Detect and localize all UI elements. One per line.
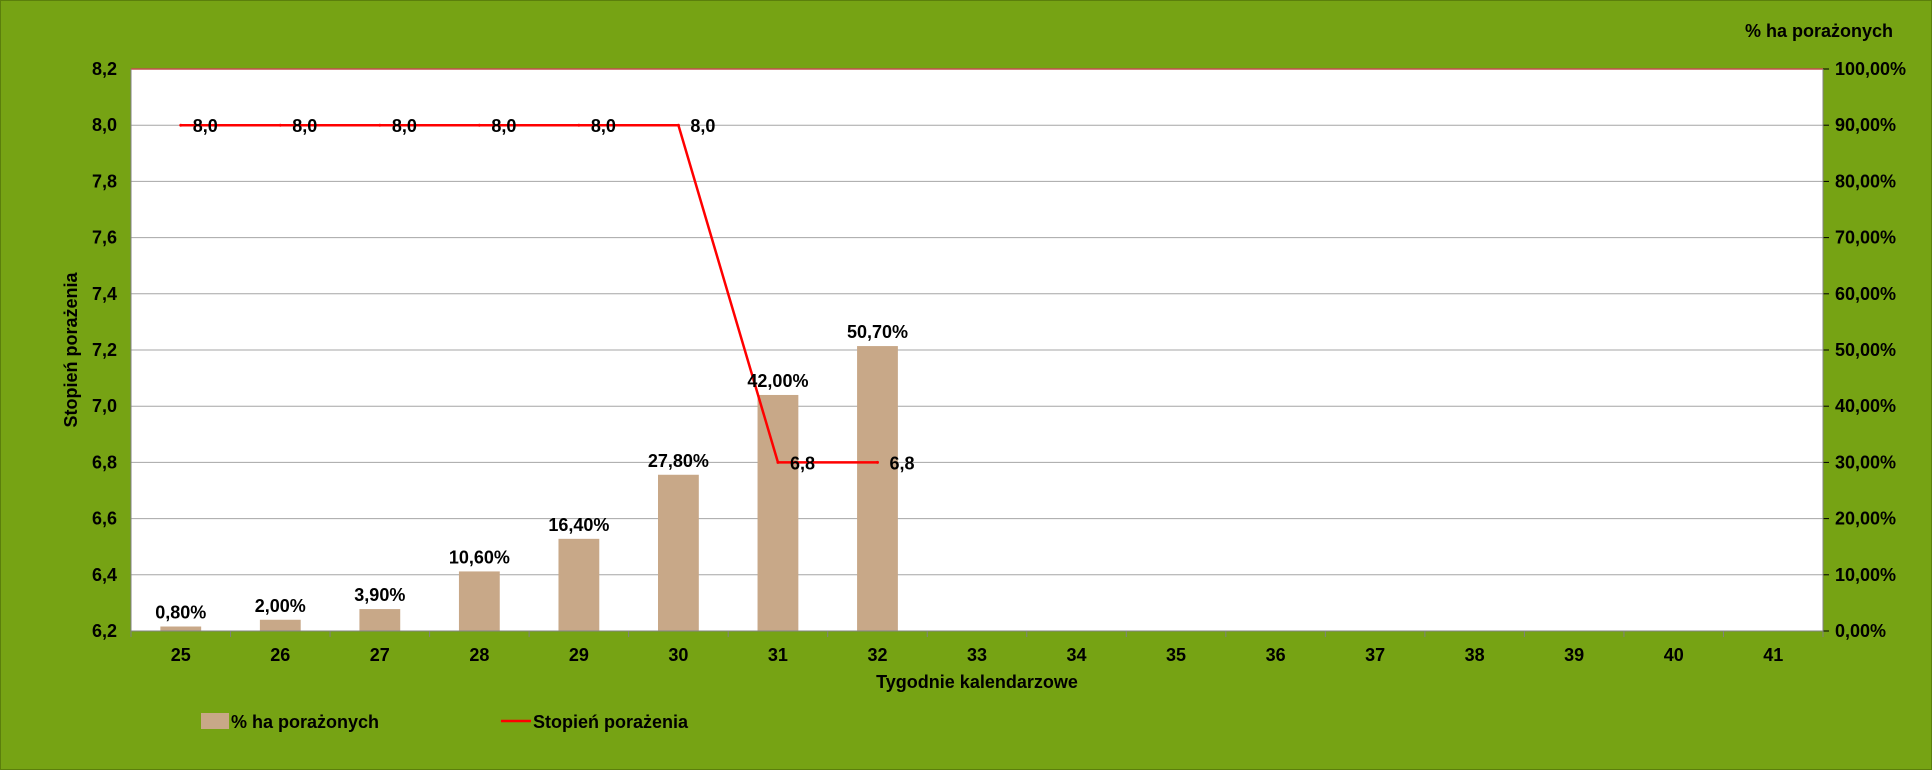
bar-data-label: 0,80% — [155, 603, 206, 623]
bar-data-label: 16,40% — [548, 515, 609, 535]
y2-tick-label: 60,00% — [1835, 284, 1896, 304]
y-tick-label: 7,2 — [92, 340, 117, 360]
y-tick-label: 6,8 — [92, 452, 117, 472]
y-tick-label: 6,6 — [92, 509, 117, 529]
y2-tick-label: 100,00% — [1835, 59, 1906, 79]
x-tick-label: 32 — [867, 645, 887, 665]
y-tick-label: 7,8 — [92, 171, 117, 191]
bar-data-label: 3,90% — [354, 585, 405, 605]
y-tick-label: 7,4 — [92, 284, 117, 304]
bar-data-label: 2,00% — [255, 596, 306, 616]
axes: 8,2 100,00% 8,0 90,00% 7,8 80,00% 7,6 70,00% 7,4… — [92, 59, 1906, 665]
y2-tick-label: 50,00% — [1835, 340, 1896, 360]
y2-tick-label: 80,00% — [1835, 171, 1896, 191]
line-data-label: 8,0 — [193, 116, 218, 136]
legend-bar-label: % ha porażonych — [231, 712, 379, 732]
x-tick-label: 36 — [1266, 645, 1286, 665]
line-data-label: 8,0 — [292, 116, 317, 136]
line-series — [179, 123, 879, 464]
x-tick-label: 37 — [1365, 645, 1385, 665]
x-tick-label: 29 — [569, 645, 589, 665]
y2-tick-label: 90,00% — [1835, 115, 1896, 135]
y-tick-label: 8,0 — [92, 115, 117, 135]
x-tick-label: 34 — [1067, 645, 1087, 665]
x-tick-label: 28 — [469, 645, 489, 665]
bar-series — [160, 346, 898, 631]
y-tick-label: 7,0 — [92, 396, 117, 416]
gridlines — [131, 68, 1823, 576]
line-data-label: 8,0 — [591, 116, 616, 136]
y2-tick-label: 70,00% — [1835, 228, 1896, 248]
bar — [259, 619, 301, 631]
line-point — [477, 123, 481, 127]
y2-tick-label: 30,00% — [1835, 452, 1896, 472]
data-labels: 0,80% 2,00% 3,90% 10,60% 16,40% 27,80% 42,00% 5… — [155, 116, 914, 622]
line-point — [676, 123, 680, 127]
legend-line-label: Stopień porażenia — [533, 712, 689, 732]
bar-data-label: 27,80% — [648, 451, 709, 471]
x-tick-label: 27 — [370, 645, 390, 665]
line-data-label: 8,0 — [491, 116, 516, 136]
y-axis-title: Stopień porażenia — [61, 272, 81, 428]
x-tick-label: 26 — [270, 645, 290, 665]
line-point — [179, 123, 183, 127]
bar — [458, 571, 500, 631]
bar-data-label: 50,70% — [847, 322, 908, 342]
y2-axis-title: % ha porażonych — [1745, 21, 1893, 41]
x-tick-label: 40 — [1664, 645, 1684, 665]
y2-tick-label: 10,00% — [1835, 565, 1896, 585]
x-tick-label: 33 — [967, 645, 987, 665]
line-data-label: 6,8 — [790, 453, 815, 473]
y2-tick-label: 0,00% — [1835, 621, 1886, 641]
line-data-label: 8,0 — [392, 116, 417, 136]
x-tick-label: 41 — [1763, 645, 1783, 665]
line-data-label: 6,8 — [889, 453, 914, 473]
line-point — [378, 123, 382, 127]
bar — [857, 346, 898, 631]
line-point — [875, 460, 879, 464]
legend: % ha porażonych Stopień porażenia — [201, 712, 689, 732]
bar — [160, 626, 202, 631]
bar-data-label: 42,00% — [747, 371, 808, 391]
x-axis-title: Tygodnie kalendarzowe — [876, 672, 1078, 692]
y-tick-label: 6,4 — [92, 565, 117, 585]
x-tick-label: 30 — [668, 645, 688, 665]
line-point — [776, 460, 780, 464]
bar — [757, 394, 799, 631]
y2-tick-label: 20,00% — [1835, 509, 1896, 529]
y2-tick-label: 40,00% — [1835, 396, 1896, 416]
y-tick-label: 6,2 — [92, 621, 117, 641]
bar — [359, 609, 401, 631]
x-tick-label: 39 — [1564, 645, 1584, 665]
line-data-label: 8,0 — [690, 116, 715, 136]
line-point — [278, 123, 282, 127]
line-point — [577, 123, 581, 127]
line-series-path — [180, 123, 878, 464]
bar-data-label: 10,60% — [449, 547, 510, 567]
x-tick-label: 31 — [768, 645, 788, 665]
y-tick-label: 8,2 — [92, 59, 117, 79]
x-tick-label: 25 — [171, 645, 191, 665]
legend-bar-swatch — [201, 713, 229, 729]
x-tick-label: 35 — [1166, 645, 1186, 665]
bar — [658, 474, 699, 631]
y-tick-label: 7,6 — [92, 228, 117, 248]
bar — [558, 538, 600, 631]
x-tick-label: 38 — [1465, 645, 1485, 665]
